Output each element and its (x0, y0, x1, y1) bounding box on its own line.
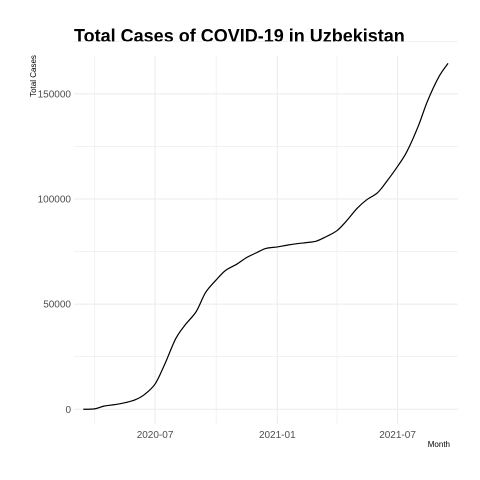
series-layer (83, 63, 449, 410)
y-tick-label: 0 (65, 405, 71, 416)
y-tick-label: 50000 (43, 300, 71, 311)
x-tick-label: 2020-07 (137, 430, 174, 441)
x-tick-label: 2021-01 (259, 430, 296, 441)
y-tick-label: 100000 (38, 194, 72, 205)
x-tick-label: 2021-07 (379, 430, 416, 441)
y-tick-label: 150000 (38, 89, 72, 100)
series-line-total-cases (83, 63, 449, 410)
x-axis-title: Month (428, 440, 450, 449)
y-axis-title: Total Cases (29, 55, 38, 97)
grid-lines (74, 40, 458, 424)
tick-labels: 0 50000 100000 150000 2020-07 2021-01 2021-07 (38, 89, 417, 441)
